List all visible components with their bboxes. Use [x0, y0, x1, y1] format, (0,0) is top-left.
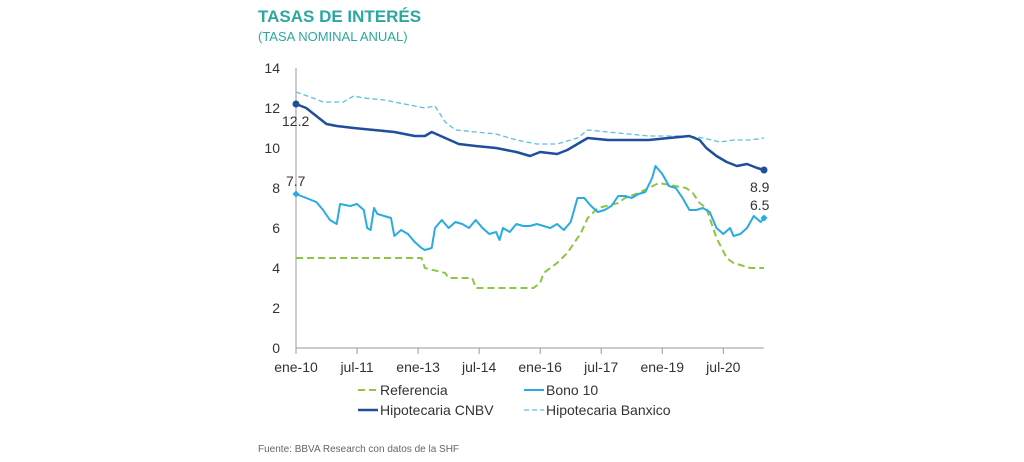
y-tick-label: 12: [264, 100, 280, 116]
legend-label: Hipotecaria Banxico: [546, 402, 671, 418]
x-tick-label: ene-10: [274, 359, 318, 375]
series-line-hipotecaria-cnbv: [295, 102, 765, 172]
y-tick-label: 10: [264, 140, 280, 156]
y-tick-label: 0: [272, 340, 280, 356]
chart-subtitle: (TASA NOMINAL ANUAL): [258, 29, 408, 44]
series-line-hipotecaria-banxico: [295, 91, 765, 145]
x-tick-label: ene-13: [396, 359, 440, 375]
x-tick-label: jul-11: [339, 359, 373, 375]
chart-source: Fuente: BBVA Research con datos de la SH…: [258, 444, 459, 455]
chart-data-labels: 12.2 8.9 7.7 6.5: [282, 100, 770, 222]
bono-start-label: 7.7: [286, 173, 306, 189]
x-tick-label: ene-19: [640, 359, 684, 375]
bono-end-label: 6.5: [750, 197, 770, 213]
y-tick-label: 2: [272, 300, 280, 316]
chart-series-lines: [295, 91, 765, 289]
bono-end-marker: [760, 214, 768, 222]
y-tick-label: 4: [272, 260, 280, 276]
x-tick-label: jul-20: [705, 359, 740, 375]
y-tick-label: 8: [272, 180, 280, 196]
legend-label: Referencia: [380, 382, 448, 398]
y-tick-label: 6: [272, 220, 280, 236]
cnbv-end-marker: [760, 166, 768, 174]
x-tick-label: jul-14: [461, 359, 496, 375]
cnbv-start-label: 12.2: [282, 113, 309, 129]
chart-legend: Referencia Bono 10 Hipotecaria CNBV Hipotec…: [358, 382, 671, 418]
series-line-bono-10: [295, 165, 765, 251]
y-tick-label: 14: [264, 60, 280, 76]
cnbv-end-label: 8.9: [750, 179, 770, 195]
legend-label: Bono 10: [546, 382, 598, 398]
chart-title: TASAS DE INTERÉS: [258, 7, 421, 26]
x-tick-label: ene-16: [518, 359, 562, 375]
x-tick-label: jul-17: [583, 359, 618, 375]
series-line-referencia: [296, 182, 764, 289]
chart-axes: 0 2 4 6 8 10 12 14 ene-10 jul-11 ene-13 jul-14 ene-1…: [264, 60, 764, 375]
bono-start-marker: [292, 190, 300, 198]
cnbv-start-marker: [292, 100, 300, 108]
legend-label: Hipotecaria CNBV: [380, 402, 494, 418]
